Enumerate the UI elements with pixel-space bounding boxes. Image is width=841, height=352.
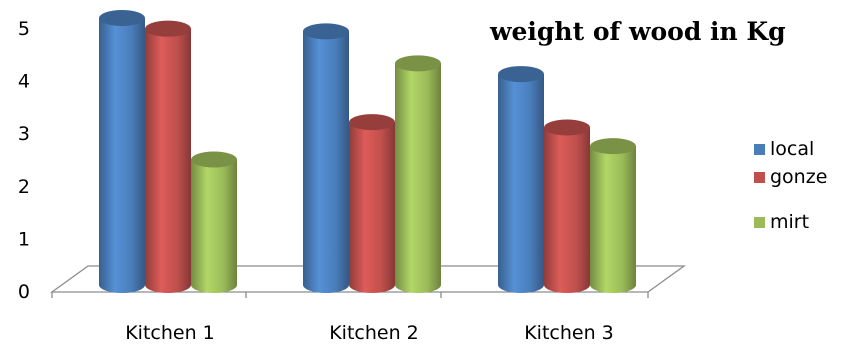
legend-label: gonze <box>770 166 827 188</box>
y-tick-label: 2 <box>18 176 30 198</box>
legend-item-mirt: mirt <box>754 211 809 233</box>
bar-body <box>191 159 237 293</box>
bar-body <box>303 31 349 293</box>
x-axis-categories: Kitchen 1 Kitchen 2 Kitchen 3 <box>125 322 614 344</box>
bar-body <box>145 28 191 294</box>
bar-body <box>349 122 395 293</box>
bar-cap <box>303 23 349 40</box>
bar-local-1 <box>99 10 145 293</box>
bar-cap <box>395 55 441 72</box>
y-tick-label: 4 <box>18 71 30 93</box>
bar-cap <box>544 119 590 136</box>
bar-gonze-2 <box>349 114 395 293</box>
bar-mirt-1 <box>191 151 237 293</box>
legend-item-local: local <box>754 138 814 160</box>
y-axis-ticks: 0 1 2 3 4 5 <box>18 18 30 303</box>
bar-body <box>99 18 145 293</box>
bar-gonze-3 <box>544 119 590 293</box>
y-tick-label: 5 <box>18 18 30 40</box>
y-tick-label: 1 <box>18 228 30 250</box>
bar-cap <box>145 20 191 37</box>
legend-swatch <box>754 172 765 183</box>
bar-gonze-1 <box>145 20 191 294</box>
legend-swatch <box>754 144 765 155</box>
bar-cap <box>99 10 145 26</box>
x-category-label: Kitchen 2 <box>329 322 419 344</box>
bar-cap <box>590 138 636 155</box>
x-category-label: Kitchen 3 <box>524 322 614 344</box>
bar-series-group <box>99 10 636 294</box>
legend-swatch <box>754 217 765 228</box>
bar-body <box>590 146 636 293</box>
bar-local-2 <box>303 23 349 293</box>
y-tick-label: 0 <box>18 281 30 303</box>
bar-body <box>544 127 590 293</box>
bar-cap <box>349 114 395 131</box>
legend-label: local <box>770 138 814 160</box>
legend: local gonze mirt <box>754 138 827 233</box>
bar-mirt-3 <box>590 138 636 293</box>
chart-title: weight of wood in Kg <box>489 17 786 46</box>
y-tick-label: 3 <box>18 123 30 145</box>
chart-floor <box>49 265 687 298</box>
bar-body <box>395 63 441 293</box>
bar-mirt-2 <box>395 55 441 293</box>
legend-label: mirt <box>770 211 809 233</box>
bar-local-3 <box>498 66 544 293</box>
chart-floor-outline <box>49 265 687 293</box>
x-category-label: Kitchen 1 <box>125 322 215 344</box>
bar-cap <box>191 151 237 168</box>
bar-body <box>498 74 544 293</box>
legend-item-gonze: gonze <box>754 166 827 188</box>
bar-cap <box>498 66 544 83</box>
